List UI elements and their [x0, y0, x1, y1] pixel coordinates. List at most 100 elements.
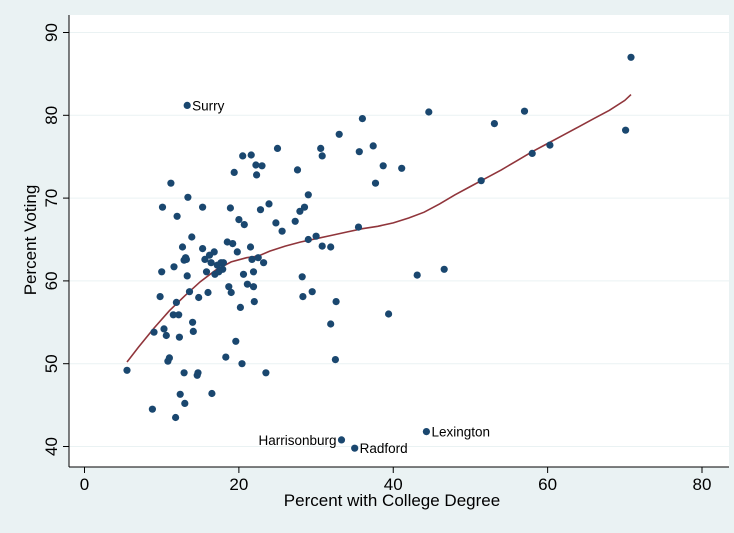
data-point [183, 272, 191, 280]
data-point [167, 179, 175, 187]
data-point [337, 436, 346, 444]
smooth-line [126, 94, 632, 363]
data-point [180, 369, 188, 377]
data-point [304, 191, 312, 199]
data-point [158, 203, 167, 211]
y-tick-label: 40 [42, 437, 61, 456]
data-point [201, 255, 209, 263]
data-point [247, 151, 255, 159]
data-point [230, 168, 238, 176]
data-point [318, 242, 326, 250]
data-point [260, 259, 268, 267]
y-tick-label: 70 [42, 189, 61, 208]
data-point [233, 248, 241, 256]
data-point [317, 144, 325, 152]
data-point [398, 164, 406, 172]
grid-lines [69, 32, 729, 447]
data-point [312, 232, 320, 240]
data-point [440, 265, 448, 273]
data-point [422, 428, 430, 436]
y-axis-label: Percent Voting [21, 185, 40, 296]
data-point [379, 162, 387, 170]
data-point [293, 166, 302, 174]
y-tick-label: 80 [42, 106, 61, 125]
data-point [189, 318, 197, 326]
data-point [176, 390, 184, 398]
smooth-line-layer [126, 94, 632, 363]
x-tick-label: 60 [538, 475, 557, 494]
data-point [291, 217, 299, 225]
data-point [182, 255, 190, 263]
data-point [189, 327, 197, 335]
data-point [258, 162, 266, 170]
data-point [622, 126, 630, 134]
data-point [273, 144, 282, 152]
x-axis-label: Percent with College Degree [284, 491, 500, 510]
data-point [238, 360, 246, 368]
data-point [528, 149, 536, 157]
data-point [123, 366, 131, 374]
data-point [172, 413, 180, 422]
plot-area [69, 15, 729, 467]
data-point [150, 328, 158, 336]
data-point [308, 288, 316, 296]
data-point [246, 243, 255, 251]
point-label: Radford [360, 441, 408, 456]
data-point [253, 171, 261, 179]
data-point [156, 293, 164, 301]
data-point [520, 107, 529, 115]
data-point [229, 240, 237, 248]
data-point [199, 203, 207, 211]
data-point [188, 233, 196, 241]
data-point [207, 259, 215, 267]
data-point [173, 212, 181, 220]
data-point [195, 293, 203, 302]
data-point [204, 288, 212, 297]
data-point [249, 268, 258, 276]
data-point [358, 115, 366, 123]
data-point [239, 152, 247, 160]
data-point [546, 141, 554, 149]
data-point [208, 389, 216, 398]
point-label: Surry [192, 98, 225, 113]
data-point [175, 333, 183, 341]
data-point [219, 259, 227, 267]
x-tick-label: 0 [80, 475, 89, 494]
data-point [351, 444, 359, 452]
data-point [296, 207, 304, 215]
data-point [178, 243, 187, 251]
data-point [254, 254, 262, 262]
data-point [425, 108, 433, 116]
data-point [385, 310, 393, 318]
data-point [172, 298, 180, 306]
data-point [413, 271, 421, 279]
data-point [355, 148, 363, 156]
data-point [477, 177, 485, 185]
data-point [278, 227, 286, 235]
data-point [272, 219, 280, 227]
x-tick-label: 40 [384, 475, 403, 494]
data-point [243, 280, 251, 288]
data-point [327, 243, 335, 251]
data-points [123, 53, 635, 452]
data-point [227, 288, 235, 297]
y-tick-label: 90 [42, 23, 61, 42]
point-annotations: Surry Harrisonburg Radford Lexington [192, 98, 490, 456]
data-point [332, 298, 340, 306]
data-point [262, 369, 270, 377]
data-point [170, 263, 178, 271]
data-point [158, 268, 166, 276]
data-point [199, 245, 207, 253]
data-point [304, 235, 312, 244]
data-point [331, 356, 339, 364]
data-point [252, 161, 260, 169]
data-point [160, 325, 168, 333]
data-point [256, 206, 265, 214]
data-point [148, 405, 156, 413]
data-point [300, 203, 309, 211]
point-label: Harrisonburg [258, 433, 336, 448]
data-point [327, 320, 335, 328]
data-point [371, 179, 380, 187]
data-point [299, 293, 307, 301]
